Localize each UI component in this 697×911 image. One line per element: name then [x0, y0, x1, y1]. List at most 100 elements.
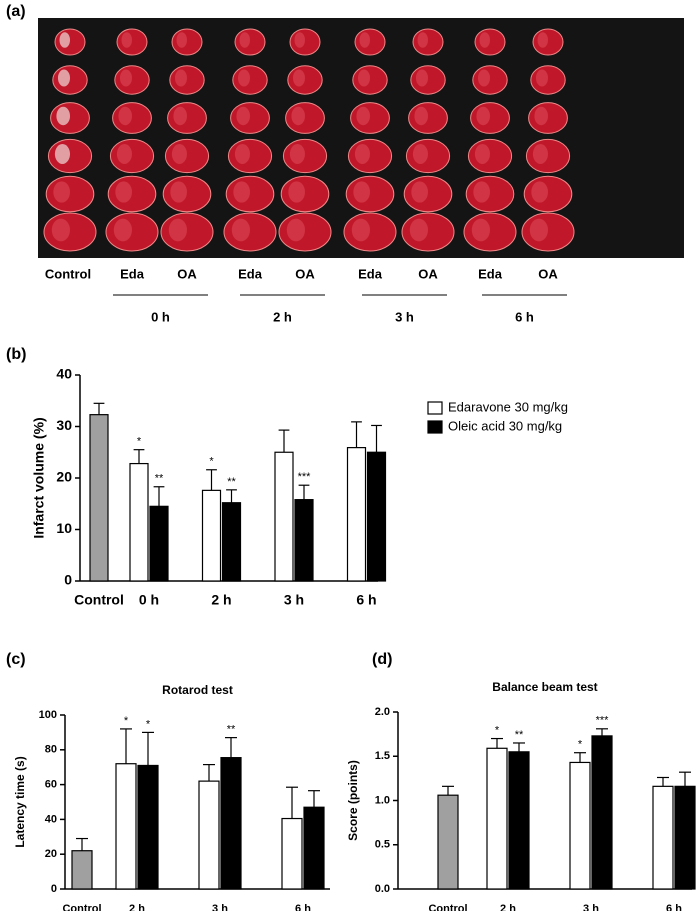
- slice-highlight: [121, 32, 132, 48]
- brain-slice: [465, 175, 515, 213]
- slice-highlight: [176, 32, 187, 48]
- lane-label: OA: [538, 266, 558, 281]
- slice-highlight: [59, 32, 70, 48]
- panel-label: (a): [6, 3, 26, 20]
- slice-highlight: [234, 144, 250, 164]
- slice-highlight: [537, 32, 548, 48]
- brain-slice: [467, 138, 513, 174]
- slice-highlight: [535, 69, 548, 87]
- lane-label: OA: [418, 266, 438, 281]
- brain-slice: [410, 65, 446, 95]
- slice-highlight: [119, 69, 132, 87]
- bar: [129, 462, 149, 582]
- brain-slice: [50, 102, 90, 134]
- brain-slice: [52, 65, 88, 95]
- group-label: 2 h: [273, 309, 292, 324]
- y-axis-label: Latency time (s): [13, 756, 27, 847]
- slice-highlight: [534, 106, 549, 126]
- x-tick-label: 6 h: [356, 592, 376, 608]
- bar: [346, 447, 367, 582]
- slice-highlight: [479, 32, 490, 48]
- bar: [652, 785, 674, 890]
- bar: [437, 794, 459, 890]
- brain-slice: [523, 175, 573, 213]
- brain-slice: [234, 28, 266, 56]
- slice-highlight: [289, 144, 305, 164]
- y-tick-label: 40: [56, 366, 72, 382]
- brain-slice: [164, 138, 210, 174]
- slice-highlight: [239, 32, 250, 48]
- lane-label: Eda: [478, 266, 503, 281]
- brain-slice: [289, 28, 321, 56]
- brain-slice: [105, 212, 159, 252]
- brain-slice: [116, 28, 148, 56]
- brain-slice: [287, 65, 323, 95]
- lane-label: OA: [295, 266, 315, 281]
- brain-slice: [532, 28, 564, 56]
- bar: [221, 502, 242, 582]
- y-tick-label: 2.0: [375, 706, 390, 718]
- legend-label: Oleic acid 30 mg/kg: [448, 418, 562, 433]
- brain-slice: [278, 212, 332, 252]
- brain-slice: [474, 28, 506, 56]
- slice-highlight: [415, 69, 429, 87]
- x-tick-label: Control: [74, 592, 124, 608]
- y-tick-label: 100: [39, 709, 57, 721]
- slice-highlight: [116, 144, 132, 164]
- slice-highlight: [351, 218, 370, 242]
- slice-highlight: [231, 218, 250, 242]
- slice-highlight: [168, 218, 187, 242]
- legend-swatch: [427, 401, 443, 415]
- slice-highlight: [237, 69, 250, 87]
- slice-highlight: [286, 218, 305, 242]
- y-tick-label: 20: [45, 848, 57, 860]
- x-tick-label: 2 h: [500, 903, 516, 911]
- panel-label: (c): [6, 651, 26, 668]
- group-label: 0 h: [151, 309, 170, 324]
- slice-highlight: [473, 181, 491, 203]
- brain-slice: [403, 175, 453, 213]
- brain-slice: [232, 65, 268, 95]
- brain-slice: [109, 138, 155, 174]
- slice-highlight: [174, 69, 187, 87]
- brain-slice: [107, 175, 157, 213]
- bar: [198, 780, 220, 890]
- brain-slice: [160, 212, 214, 252]
- significance: *: [578, 739, 583, 751]
- lane-label: Eda: [120, 266, 145, 281]
- slice-highlight: [171, 144, 187, 164]
- y-tick-label: 0: [64, 572, 72, 588]
- brain-slice: [354, 28, 386, 56]
- x-tick-label: 6 h: [295, 903, 311, 911]
- significance: ***: [596, 715, 610, 727]
- brain-slice: [285, 102, 325, 134]
- y-tick-label: 1.5: [375, 750, 390, 762]
- slice-highlight: [354, 144, 370, 164]
- brain-slice: [282, 138, 328, 174]
- chart-title: Balance beam test: [492, 680, 597, 694]
- y-tick-label: 0.5: [375, 839, 390, 851]
- bar: [89, 414, 109, 582]
- brain-slice: [528, 102, 568, 134]
- y-axis-label: Score (points): [346, 760, 360, 841]
- lane-label: OA: [177, 266, 197, 281]
- brain-slice: [223, 212, 277, 252]
- significance: **: [515, 729, 524, 741]
- bar: [281, 817, 303, 890]
- bar: [591, 735, 613, 890]
- slice-highlight: [414, 106, 428, 126]
- slice-highlight: [236, 106, 251, 126]
- brain-slice: [114, 65, 150, 95]
- bar: [137, 764, 159, 890]
- slice-highlight: [54, 144, 70, 164]
- slice-highlight: [411, 181, 429, 203]
- slice-highlight: [51, 218, 70, 242]
- brain-slice: [408, 102, 448, 134]
- slice-highlight: [291, 106, 305, 126]
- slice-highlight: [532, 144, 548, 164]
- bar: [569, 761, 591, 890]
- slice-highlight: [531, 181, 548, 203]
- brain-slice: [530, 65, 566, 95]
- slice-highlight: [56, 106, 70, 126]
